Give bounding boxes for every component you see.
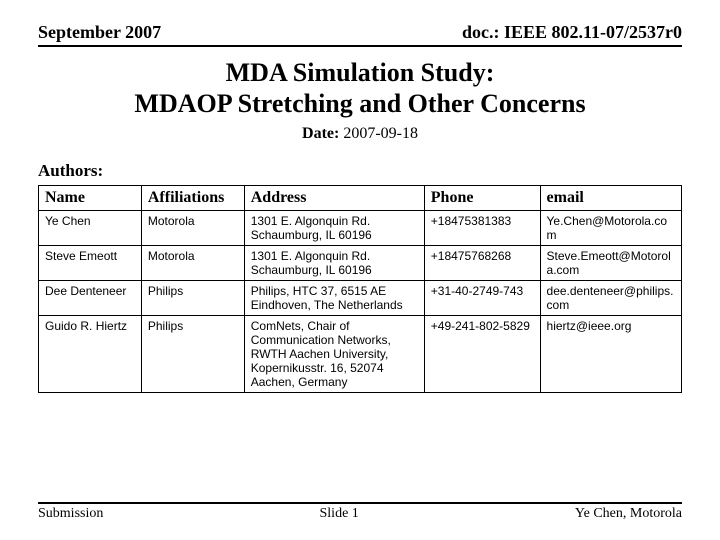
footer-right: Ye Chen, Motorola (575, 506, 682, 522)
cell-phone: +49-241-802-5829 (424, 316, 540, 393)
table-header-row: Name Affiliations Address Phone email (39, 186, 682, 211)
cell-address: ComNets, Chair of Communication Networks… (244, 316, 424, 393)
authors-label: Authors: (38, 161, 682, 181)
cell-phone: +18475381383 (424, 211, 540, 246)
footer-left: Submission (38, 506, 103, 522)
footer-row: Submission Slide 1 Ye Chen, Motorola (38, 502, 682, 522)
cell-name: Ye Chen (39, 211, 142, 246)
col-address: Address (244, 186, 424, 211)
page-title: MDA Simulation Study: MDAOP Stretching a… (38, 57, 682, 119)
authors-table: Name Affiliations Address Phone email Ye… (38, 185, 682, 393)
date-label: Date: (302, 125, 339, 142)
table-row: Steve Emeott Motorola 1301 E. Algonquin … (39, 246, 682, 281)
col-affiliations: Affiliations (141, 186, 244, 211)
table-row: Guido R. Hiertz Philips ComNets, Chair o… (39, 316, 682, 393)
cell-address: 1301 E. Algonquin Rd. Schaumburg, IL 601… (244, 211, 424, 246)
table-row: Ye Chen Motorola 1301 E. Algonquin Rd. S… (39, 211, 682, 246)
cell-name: Steve Emeott (39, 246, 142, 281)
cell-phone: +31-40-2749-743 (424, 281, 540, 316)
cell-email: Ye.Chen@Motorola.com (540, 211, 681, 246)
cell-email: Steve.Emeott@Motorola.com (540, 246, 681, 281)
col-phone: Phone (424, 186, 540, 211)
header-right: doc.: IEEE 802.11-07/2537r0 (462, 22, 682, 43)
cell-affiliation: Philips (141, 281, 244, 316)
cell-affiliation: Motorola (141, 211, 244, 246)
col-name: Name (39, 186, 142, 211)
date-line: Date: 2007-09-18 (38, 125, 682, 143)
cell-phone: +18475768268 (424, 246, 540, 281)
cell-affiliation: Philips (141, 316, 244, 393)
col-email: email (540, 186, 681, 211)
cell-address: 1301 E. Algonquin Rd. Schaumburg, IL 601… (244, 246, 424, 281)
footer-center: Slide 1 (320, 506, 359, 522)
table-row: Dee Denteneer Philips Philips, HTC 37, 6… (39, 281, 682, 316)
title-line-2: MDAOP Stretching and Other Concerns (38, 88, 682, 119)
cell-address: Philips, HTC 37, 6515 AE Eindhoven, The … (244, 281, 424, 316)
cell-name: Guido R. Hiertz (39, 316, 142, 393)
cell-email: hiertz@ieee.org (540, 316, 681, 393)
title-line-1: MDA Simulation Study: (38, 57, 682, 88)
cell-affiliation: Motorola (141, 246, 244, 281)
cell-email: dee.denteneer@philips.com (540, 281, 681, 316)
header-row: September 2007 doc.: IEEE 802.11-07/2537… (38, 22, 682, 47)
cell-name: Dee Denteneer (39, 281, 142, 316)
header-left: September 2007 (38, 22, 161, 43)
date-value: 2007-09-18 (343, 125, 418, 142)
